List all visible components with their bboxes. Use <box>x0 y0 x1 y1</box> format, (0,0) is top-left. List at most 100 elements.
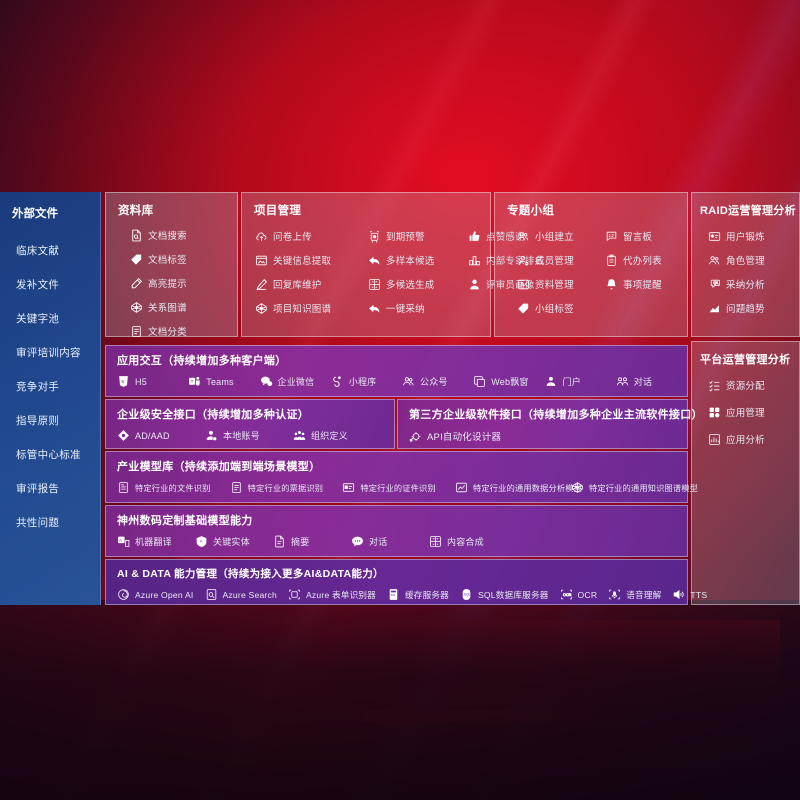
interaction-item-wecom[interactable]: 企业微信 <box>260 375 331 388</box>
tg-label: 留言板 <box>623 232 653 243</box>
industry-item-id-recognition[interactable]: 特定行业的证件识别 <box>342 481 455 494</box>
ai-item-tts[interactable]: TTS <box>672 588 707 601</box>
kb-item-relation-graph[interactable]: 关系图谱 <box>130 300 237 314</box>
sidebar-item-review-training[interactable]: 审评培训内容 <box>16 346 81 359</box>
panel-title-knowledge-base: 资料库 <box>118 205 154 217</box>
plat-item-resource-allocation[interactable]: 资源分配 <box>708 378 799 392</box>
third-party-item-api-designer[interactable]: API自动化设计器 <box>409 429 501 443</box>
tg-item-material-management[interactable]: 资料管理 <box>517 277 605 291</box>
kb-item-document-category[interactable]: 文档分类 <box>130 324 237 338</box>
plat-item-app-analysis[interactable]: 应用分析 <box>708 432 799 446</box>
sidebar-item-keyword-pool[interactable]: 关键字池 <box>16 312 60 325</box>
plat-label: 资源分配 <box>726 381 765 392</box>
tg-item-message-board[interactable]: 留言板 <box>605 229 687 243</box>
kb-item-highlight-hint[interactable]: 高亮提示 <box>130 276 237 290</box>
pm-item-internal-expert-ranking[interactable]: 内部专家排名 <box>468 253 544 267</box>
pm-item-multi-candidate-generation[interactable]: 多候选生成 <box>368 277 468 291</box>
security-item-ad-aad[interactable]: AD/AAD <box>117 429 205 442</box>
cloud-upload-icon <box>255 230 268 243</box>
interaction-item-teams[interactable]: T Teams <box>188 375 259 388</box>
plat-item-app-management[interactable]: 应用管理 <box>708 405 799 419</box>
ai-item-sql-database-server[interactable]: SQL SQL数据库服务器 <box>460 588 549 601</box>
interaction-item-h5[interactable]: 5 H5 <box>117 375 188 388</box>
industry-item-knowledge-graph-model[interactable]: 特定行业的通用知识图谱模型 <box>571 481 698 494</box>
raid-item-adoption-analysis[interactable]: QA 采纳分析 <box>708 277 799 291</box>
dcits-item-dialog[interactable]: 对话 <box>351 535 429 548</box>
tg-item-todo-list[interactable]: 代办列表 <box>605 253 687 267</box>
tg-item-group-creation[interactable]: 小组建立 <box>517 229 605 243</box>
background-bottom-fade <box>0 600 800 800</box>
sidebar-item-common-issues[interactable]: 共性问题 <box>16 516 60 529</box>
sidebar-item-guidelines[interactable]: 指导原则 <box>16 414 60 427</box>
dialog-people-icon <box>616 375 629 388</box>
content-merge-icon <box>429 535 442 548</box>
arrow-back-icon <box>368 302 381 315</box>
interaction-label: Web飘窗 <box>491 377 529 387</box>
svg-text:SQL: SQL <box>464 593 471 597</box>
tg-item-group-tag[interactable]: 小组标签 <box>517 301 605 315</box>
dcits-item-summary[interactable]: 摘要 <box>273 535 351 548</box>
svg-text:OCR: OCR <box>563 593 572 597</box>
trend-chart-icon <box>708 302 721 315</box>
sidebar-item-standards-center[interactable]: 标管中心标准 <box>16 448 81 461</box>
tg-item-member-management[interactable]: 成员管理 <box>517 253 605 267</box>
sidebar-item-supplementary-docs[interactable]: 发补文件 <box>16 278 60 291</box>
interaction-label: Teams <box>206 376 234 387</box>
raid-item-role-management[interactable]: 角色管理 <box>708 253 799 267</box>
ai-item-azure-search[interactable]: Azure Search <box>205 588 277 601</box>
document-list-icon <box>130 325 143 338</box>
ai-item-ocr[interactable]: OCR OCR <box>560 588 598 601</box>
third-party-label: API自动化设计器 <box>427 432 502 443</box>
industry-item-file-recognition[interactable]: 特定行业的文件识别 <box>117 481 230 494</box>
ai-label: TTS <box>690 589 708 600</box>
dcits-item-key-entity[interactable]: A 关键实体 <box>195 535 273 548</box>
panel-project-management: 项目管理 问卷上传 到期预警 点赞感谢 关键信息提取 多样本候选 <box>241 192 544 337</box>
security-item-org-definition[interactable]: 组织定义 <box>293 429 381 442</box>
bar-chart-icon <box>468 254 481 267</box>
pm-item-reply-library-maintenance[interactable]: 回复库维护 <box>255 277 368 291</box>
interaction-item-dialog[interactable]: 对话 <box>616 375 687 388</box>
interaction-item-official-account[interactable]: 公众号 <box>402 375 473 388</box>
sidebar-item-competitors[interactable]: 竞争对手 <box>16 380 60 393</box>
industry-item-receipt-recognition[interactable]: 特定行业的票据识别 <box>230 481 343 494</box>
interaction-label: H5 <box>135 376 147 387</box>
pm-label: 多候选生成 <box>386 280 435 291</box>
sidebar-item-clinical-literature[interactable]: 临床文献 <box>16 244 60 257</box>
interaction-item-portal[interactable]: 门户 <box>545 375 616 388</box>
pm-label: 问卷上传 <box>273 232 312 243</box>
pm-item-key-info-extraction[interactable]: 关键信息提取 <box>255 253 368 267</box>
kb-item-document-tag[interactable]: 文档标签 <box>130 252 237 266</box>
interaction-label: 小程序 <box>348 377 377 387</box>
industry-item-data-analysis-model[interactable]: 特定行业的通用数据分析模型 <box>455 481 582 494</box>
ai-item-cache-server[interactable]: 缓存服务器 <box>387 588 449 601</box>
interaction-item-web-popup[interactable]: Web飘窗 <box>473 375 544 388</box>
pm-item-project-knowledge-graph[interactable]: 项目知识图谱 <box>255 301 368 315</box>
ai-item-speech-understanding[interactable]: 语音理解 <box>608 588 661 601</box>
tag-icon <box>130 253 143 266</box>
pm-label: 项目知识图谱 <box>273 304 332 315</box>
pm-item-questionnaire-upload[interactable]: 问卷上传 <box>255 229 368 243</box>
raid-item-user-training[interactable]: 用户锻炼 <box>708 229 799 243</box>
band-industry-model-library: 产业模型库（持续添加端到端场景模型） 特定行业的文件识别 特定行业的票据识别 特… <box>105 451 698 503</box>
kb-item-document-search[interactable]: 文档搜索 <box>130 228 237 242</box>
interaction-item-miniprogram[interactable]: 小程序 <box>331 375 402 388</box>
pm-item-thumbs-up-thanks[interactable]: 点赞感谢 <box>468 229 544 243</box>
tg-label: 资料管理 <box>535 280 574 291</box>
pm-item-expiry-alert[interactable]: 到期预警 <box>368 229 468 243</box>
dcits-item-machine-translation[interactable]: A 机器翻译 <box>117 535 195 548</box>
ai-item-azure-form-recognizer[interactable]: Azure 表单识别器 <box>288 588 376 601</box>
pm-label: 回复库维护 <box>273 280 322 291</box>
pm-item-multi-sample-candidates[interactable]: 多样本候选 <box>368 253 468 267</box>
ai-item-azure-openai[interactable]: Azure Open AI <box>117 588 194 601</box>
interaction-items: 5 H5 T Teams 企业微信 小程序 公众号 Web飘窗 <box>117 375 687 388</box>
translate-icon: A <box>117 535 130 548</box>
sidebar-item-review-report[interactable]: 审评报告 <box>16 482 60 495</box>
tg-item-event-reminder[interactable]: 事项提醒 <box>605 277 687 291</box>
dcits-item-content-synthesis[interactable]: 内容合成 <box>429 535 507 548</box>
raid-item-issue-trend[interactable]: 问题趋势 <box>708 301 799 315</box>
id-recognition-icon <box>342 481 355 494</box>
panel-title-topic-group: 专题小组 <box>507 205 555 217</box>
security-item-local-account[interactable]: 本地账号 <box>205 429 293 442</box>
pm-item-one-click-adopt[interactable]: 一键采纳 <box>368 301 468 315</box>
pm-item-reviewer-profile[interactable]: 评审员画像 <box>468 277 544 291</box>
